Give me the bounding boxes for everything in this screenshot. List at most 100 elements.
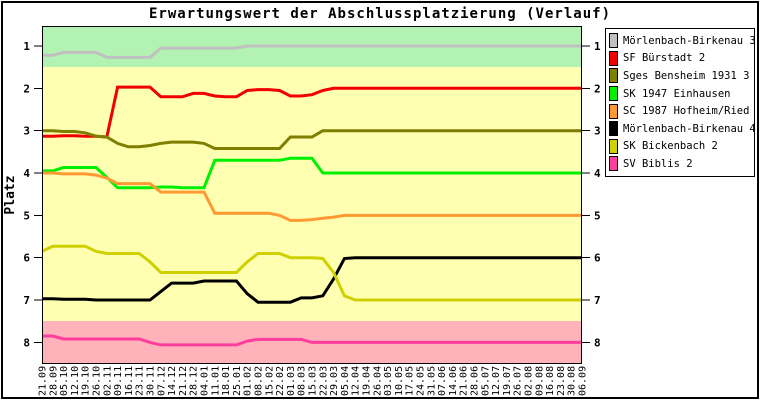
x-tick-label: 22.03 — [318, 366, 329, 396]
x-tick-label: 28.09 — [48, 366, 59, 396]
y-tick-label-right: 3 — [594, 125, 601, 138]
x-tick-label: 26.04 — [372, 366, 383, 396]
x-tick-label: 05.04 — [340, 366, 351, 396]
y-tick-label-left: 5 — [23, 209, 30, 222]
legend-swatch-8 — [609, 156, 618, 172]
x-tick-label: 18.01 — [221, 366, 232, 396]
x-tick-label: 09.11 — [113, 366, 124, 396]
legend-label: SV Biblis 2 — [623, 157, 693, 170]
y-tick-label-left: 7 — [23, 294, 30, 307]
legend-swatch-3 — [609, 68, 618, 84]
x-tick-label: 07.12 — [156, 366, 167, 396]
plot-border — [42, 26, 582, 364]
legend-swatch-6 — [609, 121, 618, 137]
x-tick-label: 17.05 — [405, 366, 416, 396]
legend-label: SK 1947 Einhausen — [623, 87, 731, 100]
x-tick-label: 30.11 — [146, 366, 157, 396]
y-tick-label-left: 3 — [23, 125, 30, 138]
legend-item: SK Bickenbach 2 — [609, 138, 753, 156]
legend-swatch-7 — [609, 138, 618, 154]
x-tick-label: 05.10 — [59, 366, 70, 396]
legend-item: Mörlenbach-Birkenau 3 — [609, 32, 756, 50]
legend-label: Mörlenbach-Birkenau 3 — [623, 34, 756, 47]
x-tick-label: 19.10 — [81, 366, 92, 396]
x-tick-label: 07.06 — [437, 366, 448, 396]
y-tick-label-right: 2 — [594, 82, 601, 95]
x-tick-label: 08.03 — [297, 366, 308, 396]
x-tick-label: 06.09 — [578, 366, 589, 396]
x-tick-label: 14.06 — [448, 366, 459, 396]
x-tick-label: 02.11 — [102, 366, 113, 396]
legend-item: SV Biblis 2 — [609, 155, 753, 173]
x-tick-label: 05.07 — [480, 366, 491, 396]
x-tick-label: 26.07 — [513, 366, 524, 396]
chart-band-middle-zone — [42, 67, 582, 322]
y-tick-label-left: 1 — [23, 40, 30, 53]
y-tick-label-right: 5 — [594, 209, 601, 222]
y-tick-label-left: 8 — [23, 336, 30, 349]
legend-label: SF Bürstadt 2 — [623, 52, 706, 65]
legend-item: Mörlenbach-Birkenau 4 — [609, 120, 756, 138]
y-tick-label-right: 6 — [594, 252, 601, 265]
x-tick-label: 12.07 — [491, 366, 502, 396]
x-tick-label: 04.01 — [200, 366, 211, 396]
legend-item: SK 1947 Einhausen — [609, 85, 753, 103]
x-tick-label: 15.03 — [308, 366, 319, 396]
legend-swatch-2 — [609, 50, 618, 66]
x-tick-label: 16.11 — [124, 366, 135, 396]
y-tick-label-right: 1 — [594, 40, 601, 53]
x-tick-label: 09.08 — [534, 366, 545, 396]
legend-label: Sges Bensheim 1931 3 — [623, 69, 750, 82]
series-line-6 — [42, 256, 582, 304]
chart-title: Erwartungswert der Abschlussplatzierung … — [148, 6, 611, 22]
x-tick-label: 23.11 — [135, 366, 146, 396]
x-tick-label: 31.05 — [426, 366, 437, 396]
x-tick-label: 03.05 — [383, 366, 394, 396]
legend-box: Mörlenbach-Birkenau 3 SF Bürstadt 2 Sges B… — [605, 28, 756, 177]
legend-label: Mörlenbach-Birkenau 4 — [623, 122, 756, 135]
x-tick-label: 01.02 — [243, 366, 254, 396]
y-tick-label-right: 4 — [594, 167, 601, 180]
y-tick-label-left: 4 — [23, 167, 30, 180]
x-tick-label: 16.08 — [545, 366, 556, 396]
series-line-5 — [42, 171, 582, 222]
x-tick-label: 15.02 — [264, 366, 275, 396]
x-tick-label: 02.08 — [524, 366, 535, 396]
x-tick-label: 25.01 — [232, 366, 243, 396]
x-tick-label: 30.08 — [567, 366, 578, 396]
series-line-4 — [42, 156, 582, 190]
x-tick-label: 14.12 — [167, 366, 178, 396]
x-tick-label: 12.10 — [70, 366, 81, 396]
series-line-3 — [42, 129, 582, 150]
legend-label: SK Bickenbach 2 — [623, 140, 718, 153]
series-line-1 — [42, 44, 582, 59]
legend-item: SC 1987 Hofheim/Ried — [609, 102, 753, 120]
x-tick-label: 21.09 — [38, 366, 49, 396]
x-tick-label: 10.05 — [394, 366, 405, 396]
legend-swatch-5 — [609, 103, 618, 119]
series-line-7 — [41, 244, 582, 302]
x-tick-label: 12.04 — [351, 366, 362, 396]
x-tick-label: 08.02 — [254, 366, 265, 396]
series-line-8 — [42, 334, 582, 347]
x-tick-label: 21.12 — [178, 366, 189, 396]
x-tick-label: 11.01 — [210, 366, 221, 396]
y-tick-label-right: 8 — [594, 336, 601, 349]
x-tick-label: 01.03 — [286, 366, 297, 396]
x-tick-label: 21.06 — [459, 366, 470, 396]
y-tick-label-left: 2 — [23, 82, 30, 95]
x-tick-label: 26.10 — [92, 366, 103, 396]
series-line-2 — [42, 85, 582, 139]
legend-swatch-1 — [609, 33, 618, 49]
legend-item: Sges Bensheim 1931 3 — [609, 67, 753, 85]
y-axis-title: Platz — [3, 175, 18, 214]
y-tick-label-left: 6 — [23, 252, 30, 265]
x-tick-label: 29.03 — [329, 366, 340, 396]
x-tick-label: 22.02 — [275, 366, 286, 396]
x-tick-label: 19.07 — [502, 366, 513, 396]
legend-item: SF Bürstadt 2 — [609, 50, 753, 68]
x-tick-label: 28.12 — [189, 366, 200, 396]
x-tick-label: 28.06 — [470, 366, 481, 396]
